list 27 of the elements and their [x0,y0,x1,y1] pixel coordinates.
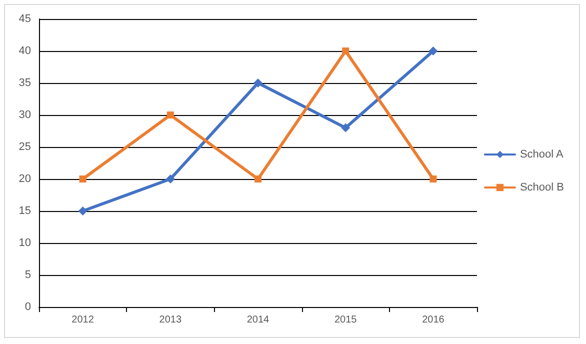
legend-label: School A [520,148,564,160]
x-tick-label: 2014 [246,314,270,326]
x-tick-label: 2012 [72,314,94,326]
y-tick-label: 25 [18,141,31,153]
y-tick-label: 40 [18,45,31,57]
point [166,174,175,184]
y-tick-label: 15 [18,205,31,217]
y-tick-label: 35 [18,77,31,89]
x-tick-label: 2013 [159,314,182,326]
y-tick-label: 0 [24,301,31,313]
y-tick-label: 20 [18,173,31,185]
y-tick-label: 5 [24,269,31,281]
point [430,176,437,182]
point [166,112,174,118]
y-tick-label: 10 [18,237,31,249]
point [254,78,262,88]
x-tick-label: 2016 [422,314,445,326]
point [79,176,86,182]
point [342,48,350,54]
point [341,123,350,132]
point [428,46,438,56]
legend-label: School B [520,182,564,194]
y-tick-label: 45 [18,13,31,25]
x-tick-label: 2015 [334,314,358,326]
y-tick-label: 30 [18,109,31,121]
point [78,206,88,216]
point [254,176,262,182]
